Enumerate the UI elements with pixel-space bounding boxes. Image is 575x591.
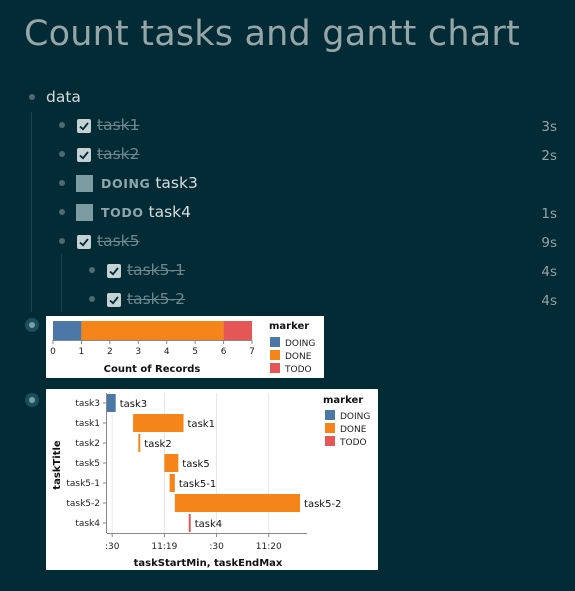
count-bar-todo [223, 321, 252, 340]
gantt-legend-swatch-todo [325, 436, 335, 446]
outline-guide-sub [61, 254, 62, 312]
gantt-bar-label-task3: task3 [120, 399, 147, 410]
gantt-bar-task5-1 [169, 474, 175, 492]
gantt-bar-label-task4: task4 [195, 519, 222, 530]
count-x-tick-label: 1 [79, 347, 85, 357]
bullet-task5[interactable] [59, 238, 65, 244]
gantt-chart-svg: task3task1task2task5task5-1task5-2task4 … [52, 393, 370, 569]
count-bar-doing [53, 321, 82, 340]
keyword-todo[interactable]: TODO [101, 205, 144, 220]
task3-line[interactable]: DOING task3 [101, 174, 198, 192]
task5-2-label[interactable]: task5-2 [127, 290, 185, 308]
gantt-y-tick-label-task2: task2 [75, 439, 100, 449]
bullet-task1[interactable] [59, 122, 65, 128]
bullet-chart-gantt[interactable] [25, 393, 39, 407]
task3-label: task3 [155, 174, 198, 192]
gantt-bar-task4 [188, 514, 191, 532]
gantt-x-tick-label: 11:19 [151, 542, 177, 552]
gantt-y-tick-label-task5-2: task5-2 [66, 499, 100, 509]
task5-2-time: 4s [541, 293, 557, 309]
count-legend-swatch-doing [270, 337, 280, 347]
count-legend-title: marker [269, 321, 309, 332]
count-legend-label-todo: TODO [284, 365, 312, 375]
bullet-task4[interactable] [59, 209, 65, 215]
checkbox-task5-1[interactable] [107, 264, 121, 278]
task5-1-time: 4s [541, 264, 557, 280]
task4-time: 1s [541, 206, 557, 222]
gantt-bar-label-task5: task5 [182, 459, 209, 470]
gantt-x-tick-label: :30 [105, 542, 120, 552]
gantt-chart-xlabel: taskStartMin, taskEndMax [134, 558, 283, 569]
count-legend-label-done: DONE [285, 352, 312, 362]
gantt-x-tick-label: 11:20 [256, 542, 282, 552]
gantt-bar-task2 [138, 434, 141, 452]
checkbox-task3[interactable] [76, 175, 93, 192]
gantt-bar-label-task2: task2 [144, 439, 171, 450]
count-x-tick-label: 5 [192, 347, 198, 357]
gantt-legend-label-done: DONE [340, 425, 367, 435]
checkbox-task1[interactable] [77, 119, 91, 133]
gantt-y-tick-label-task4: task4 [75, 519, 100, 529]
gantt-bar-task5 [164, 454, 179, 472]
bullet-chart-count[interactable] [25, 318, 39, 332]
gantt-chart-ylabel: taskTitle [52, 440, 63, 490]
count-x-tick-label: 2 [107, 347, 113, 357]
count-x-tick-label: 6 [221, 347, 227, 357]
count-bar-done [81, 321, 224, 340]
gantt-y-tick-label-task5-1: task5-1 [66, 479, 100, 489]
gantt-y-tick-label-task3: task3 [75, 399, 100, 409]
checkbox-task2[interactable] [77, 148, 91, 162]
bullet-task5-1[interactable] [89, 267, 95, 273]
keyword-doing[interactable]: DOING [101, 176, 151, 191]
task5-label[interactable]: task5 [97, 232, 140, 250]
task4-label: task4 [148, 203, 192, 221]
task1-label[interactable]: task1 [97, 116, 140, 134]
gantt-bar-label-task1: task1 [188, 419, 215, 430]
gantt-bar-task1 [133, 414, 184, 432]
count-legend-swatch-todo [270, 363, 280, 373]
task5-1-label[interactable]: task5-1 [127, 261, 185, 279]
gantt-legend-swatch-doing [325, 410, 335, 420]
count-legend-swatch-done [270, 350, 280, 360]
count-x-tick-label: 4 [164, 347, 170, 357]
gantt-x-tick-label: :30 [209, 542, 224, 552]
task2-time: 2s [541, 148, 557, 164]
gantt-bar-task3 [107, 394, 116, 412]
bullet-task3[interactable] [59, 180, 65, 186]
count-chart-svg: 0 1 2 3 4 5 6 7 Count of Records marker DOING DON… [50, 321, 315, 375]
gantt-bar-task5-2 [174, 494, 301, 512]
checkbox-task5-2[interactable] [107, 293, 121, 307]
bullet-task2[interactable] [59, 151, 65, 157]
gantt-legend-title: marker [323, 395, 363, 406]
count-chart: 0 1 2 3 4 5 6 7 Count of Records marker DOING DON… [46, 316, 324, 378]
page-title: Count tasks and gantt chart [24, 14, 520, 54]
bullet-data[interactable] [29, 94, 35, 100]
gantt-legend-swatch-done [325, 423, 335, 433]
count-chart-xlabel: Count of Records [104, 364, 201, 375]
block-data-label[interactable]: data [46, 88, 81, 106]
count-x-tick-label: 7 [249, 347, 255, 357]
gantt-y-tick-label-task1: task1 [75, 419, 100, 429]
task2-label[interactable]: task2 [97, 145, 140, 163]
gantt-legend-label-todo: TODO [339, 438, 367, 448]
task1-time: 3s [541, 119, 557, 135]
count-x-tick-label: 0 [50, 347, 56, 357]
gantt-bar-label-task5-1: task5-1 [179, 479, 216, 490]
bullet-task5-2[interactable] [89, 296, 95, 302]
outline-guide [31, 112, 32, 312]
count-legend-label-doing: DOING [285, 339, 315, 349]
task4-line[interactable]: TODO task4 [101, 203, 191, 221]
checkbox-task5[interactable] [77, 235, 91, 249]
gantt-y-tick-label-task5: task5 [75, 459, 100, 469]
task5-time: 9s [541, 235, 557, 251]
checkbox-task4[interactable] [76, 204, 93, 221]
gantt-bar-label-task5-2: task5-2 [304, 499, 341, 510]
count-x-tick-label: 3 [135, 347, 141, 357]
gantt-chart: task3 task1 task2 task5 task5-1 task5-2 task4 … [46, 389, 378, 570]
gantt-legend-label-doing: DOING [340, 412, 370, 422]
